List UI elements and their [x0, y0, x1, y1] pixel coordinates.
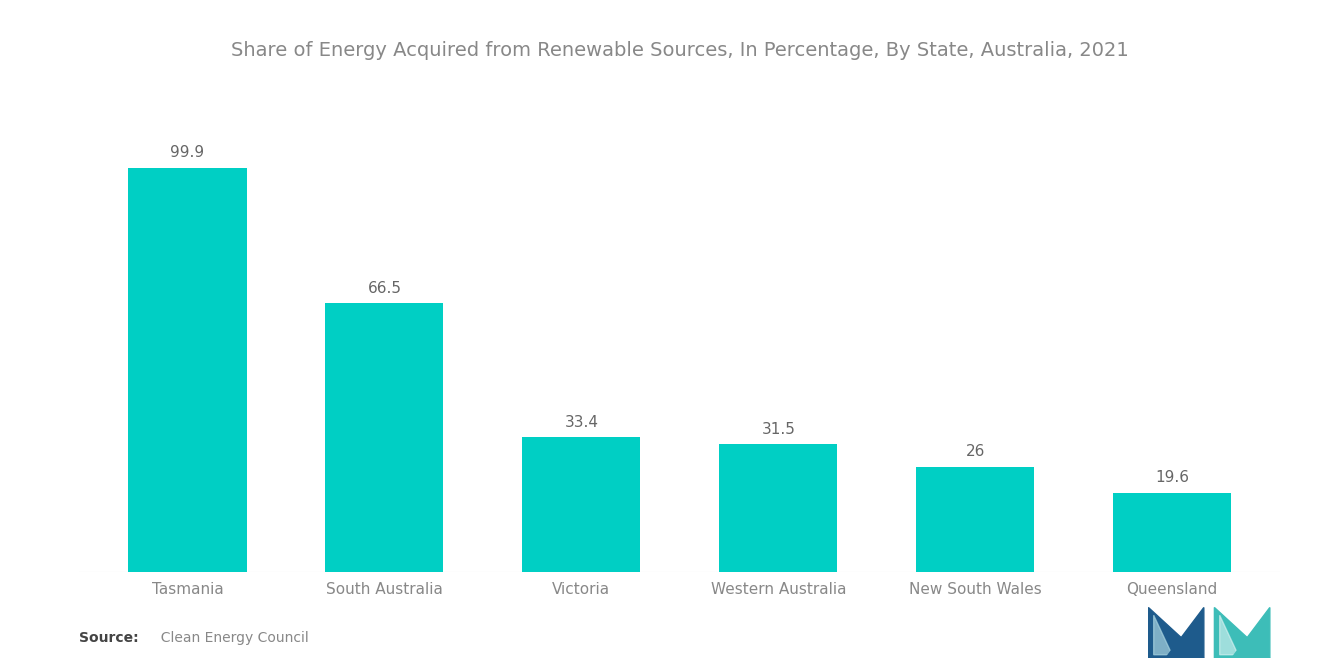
Text: Clean Energy Council: Clean Energy Council [152, 631, 309, 645]
Polygon shape [1214, 608, 1270, 658]
Polygon shape [1166, 608, 1204, 658]
Polygon shape [1220, 615, 1238, 655]
Bar [325, 303, 444, 572]
Bar [523, 437, 640, 572]
Bar [719, 444, 837, 572]
Bar [1113, 493, 1232, 572]
Bar [128, 168, 247, 572]
Polygon shape [1232, 608, 1270, 658]
Text: 66.5: 66.5 [367, 281, 401, 296]
Title: Share of Energy Acquired from Renewable Sources, In Percentage, By State, Austra: Share of Energy Acquired from Renewable … [231, 41, 1129, 60]
Text: 26: 26 [965, 444, 985, 460]
Text: 19.6: 19.6 [1155, 470, 1189, 485]
Polygon shape [1154, 615, 1172, 655]
Text: 99.9: 99.9 [170, 146, 205, 160]
Bar [916, 467, 1035, 572]
Text: 31.5: 31.5 [762, 422, 795, 437]
Polygon shape [1148, 608, 1204, 658]
Text: Source:: Source: [79, 631, 139, 645]
Text: 33.4: 33.4 [565, 414, 598, 430]
